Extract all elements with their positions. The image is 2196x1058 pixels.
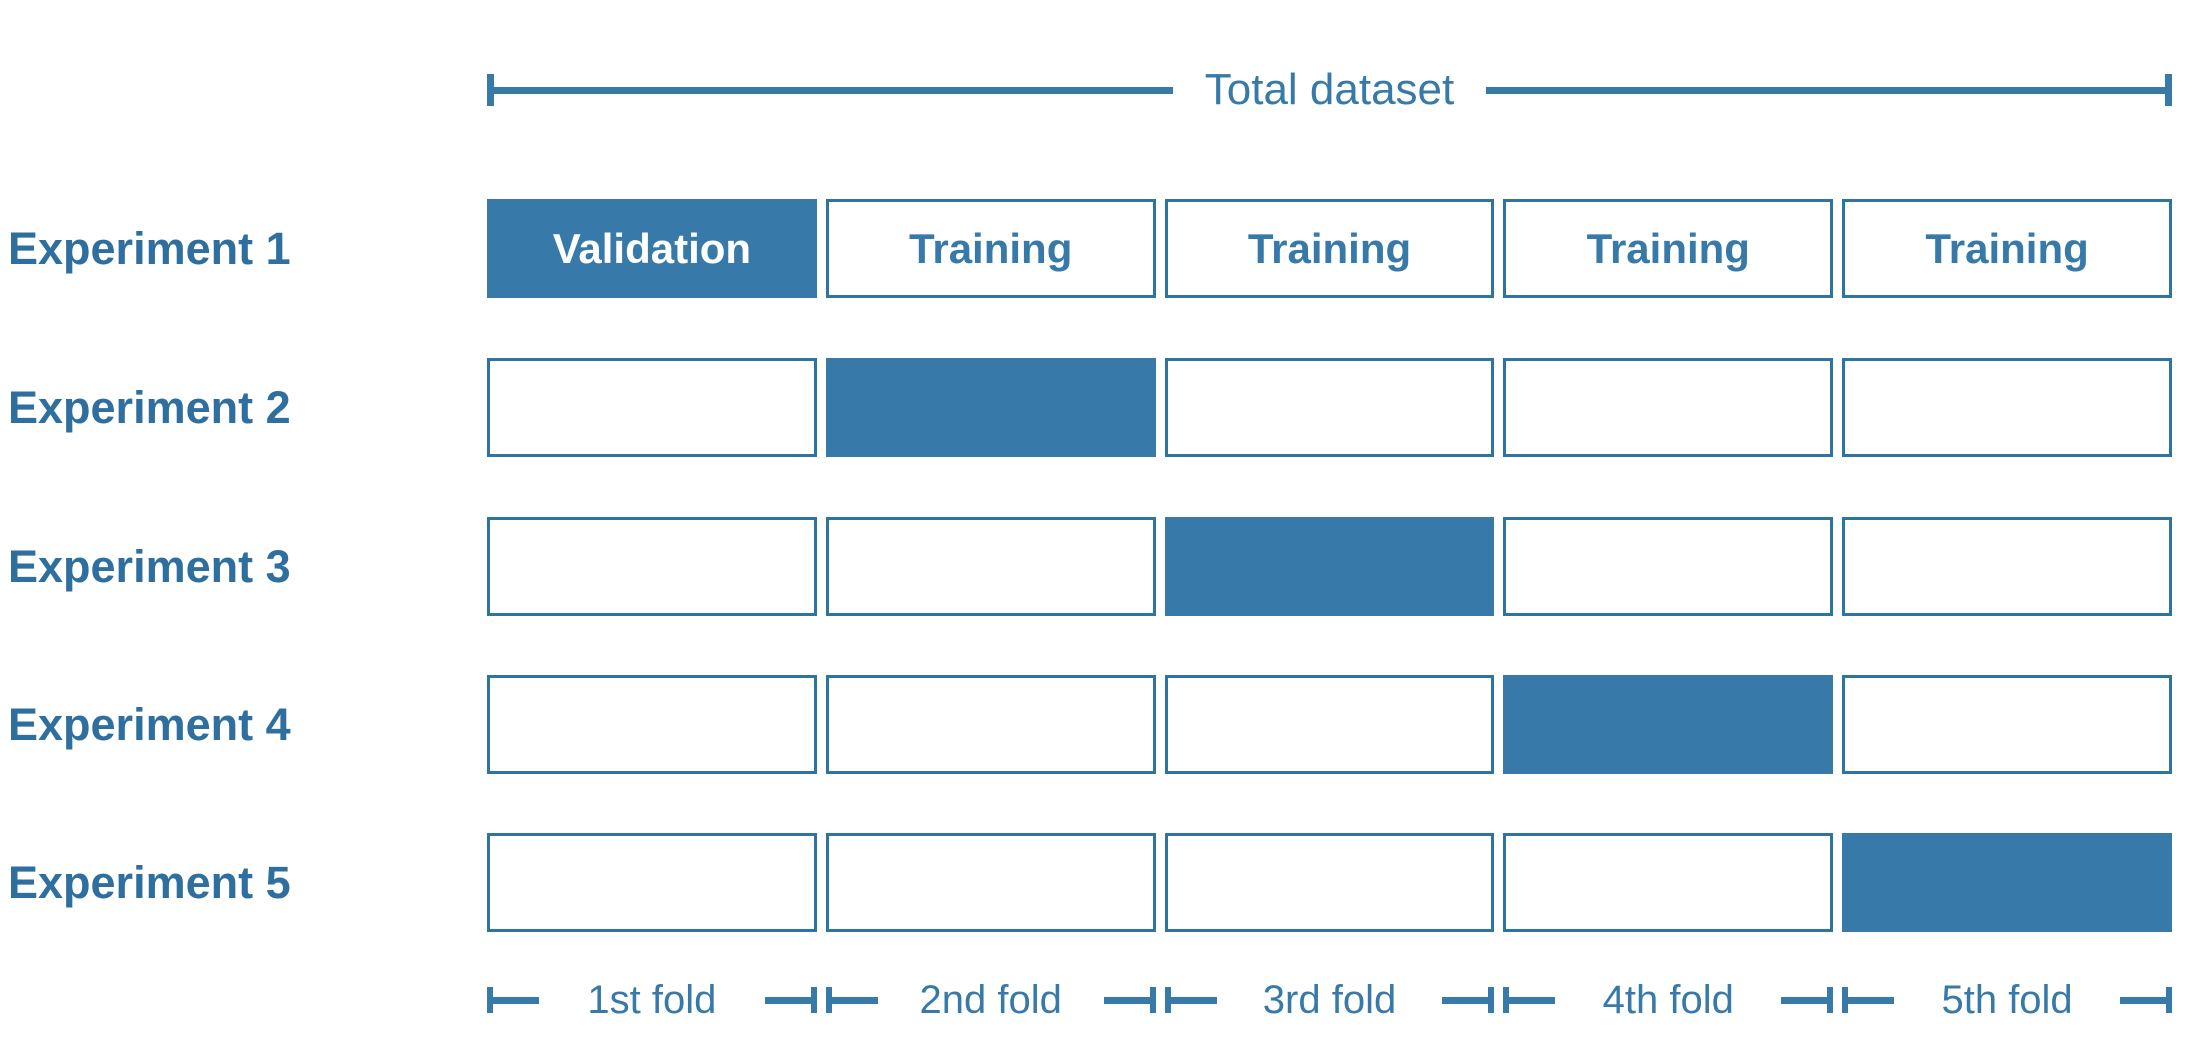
fold-cell-label: Training [1247,224,1412,272]
experiment-1-cells: Validation Training Training Training Tr… [487,199,2172,298]
fold-left-tick-icon [1164,987,1171,1013]
bracket-left-tick-icon [487,74,494,106]
fold-right-tick-icon [1488,987,1495,1013]
fold-right-line [1781,996,1828,1004]
fold-cell [1164,517,1495,616]
experiment-3-cells [487,517,2172,616]
fold-left-line [1509,996,1556,1004]
fold-cell [1842,675,2172,774]
fold-cell-label: Training [1586,224,1750,272]
fold-cell [487,833,817,932]
fold-right-line [1103,996,1150,1004]
fold-cell [825,358,1156,457]
fold-cell [1503,517,1834,616]
fold-span-1: 1st fold [487,958,817,1042]
experiment-4-cells [487,675,2172,774]
fold-cell [1503,833,1834,932]
fold-right-line [1442,996,1489,1004]
fold-cell [1503,675,1834,774]
total-dataset-bracket: Total dataset [487,64,2172,116]
fold-cell [1164,358,1495,457]
fold-left-line [1848,996,1895,1004]
fold-cell [1503,358,1834,457]
fold-label: 1st fold [587,977,717,1022]
fold-label: 3rd fold [1262,977,1397,1022]
fold-span-5: 5th fold [1842,958,2172,1042]
fold-cell-label: Validation [552,224,752,272]
fold-cell [487,358,817,457]
fold-right-tick-icon [810,987,817,1013]
fold-cell [1842,517,2172,616]
fold-cell: Validation [487,199,817,298]
fold-span-4: 4th fold [1503,958,1834,1042]
fold-cell: Training [825,199,1156,298]
fold-cell [825,517,1156,616]
fold-left-tick-icon [1503,987,1510,1013]
fold-left-tick-icon [487,987,493,1013]
fold-right-tick-icon [2165,987,2172,1013]
experiment-4-label: Experiment 4 [8,698,291,750]
fold-right-tick-icon [1827,987,1834,1013]
fold-cell [1164,833,1495,932]
fold-left-line [1170,996,1217,1004]
fold-cell [1842,358,2172,457]
fold-cell [1842,833,2172,932]
experiment-row-2: Experiment 2 [0,358,2196,457]
experiment-3-label: Experiment 3 [8,540,291,592]
fold-cell: Training [1164,199,1495,298]
fold-cell-label: Training [1925,224,2089,272]
fold-label: 5th fold [1941,977,2073,1022]
fold-label: 2nd fold [919,977,1062,1022]
experiment-5-cells [487,833,2172,932]
fold-left-line [493,996,539,1004]
experiment-5-label: Experiment 5 [8,856,291,908]
experiment-row-5: Experiment 5 [0,833,2196,932]
bracket-right-line [1486,86,2165,94]
experiment-row-3: Experiment 3 [0,517,2196,616]
experiment-row-1: Experiment 1 Validation Training Trainin… [0,199,2196,298]
fold-cell [1164,675,1495,774]
fold-left-line [831,996,878,1004]
fold-left-tick-icon [1842,987,1849,1013]
fold-right-line [764,996,811,1004]
fold-cell: Training [1842,199,2172,298]
fold-left-tick-icon [825,987,832,1013]
fold-span-2: 2nd fold [825,958,1156,1042]
fold-span-3: 3rd fold [1164,958,1495,1042]
experiment-2-label: Experiment 2 [8,381,291,433]
fold-cell: Training [1503,199,1834,298]
fold-cell [487,675,817,774]
bracket-left-line [494,86,1173,94]
fold-axis: 1st fold 2nd fold 3rd fold 4th fold [487,958,2172,1042]
bracket-right-tick-icon [2165,74,2172,106]
fold-cell [825,833,1156,932]
experiment-1-label: Experiment 1 [8,222,291,274]
fold-cell-label: Training [909,224,1073,272]
total-dataset-label: Total dataset [1204,65,1455,114]
experiment-row-4: Experiment 4 [0,675,2196,774]
fold-right-line [2119,996,2166,1004]
experiment-2-cells [487,358,2172,457]
fold-cell [825,675,1156,774]
fold-label: 4th fold [1602,977,1734,1022]
fold-cell [487,517,817,616]
fold-right-tick-icon [1149,987,1156,1013]
